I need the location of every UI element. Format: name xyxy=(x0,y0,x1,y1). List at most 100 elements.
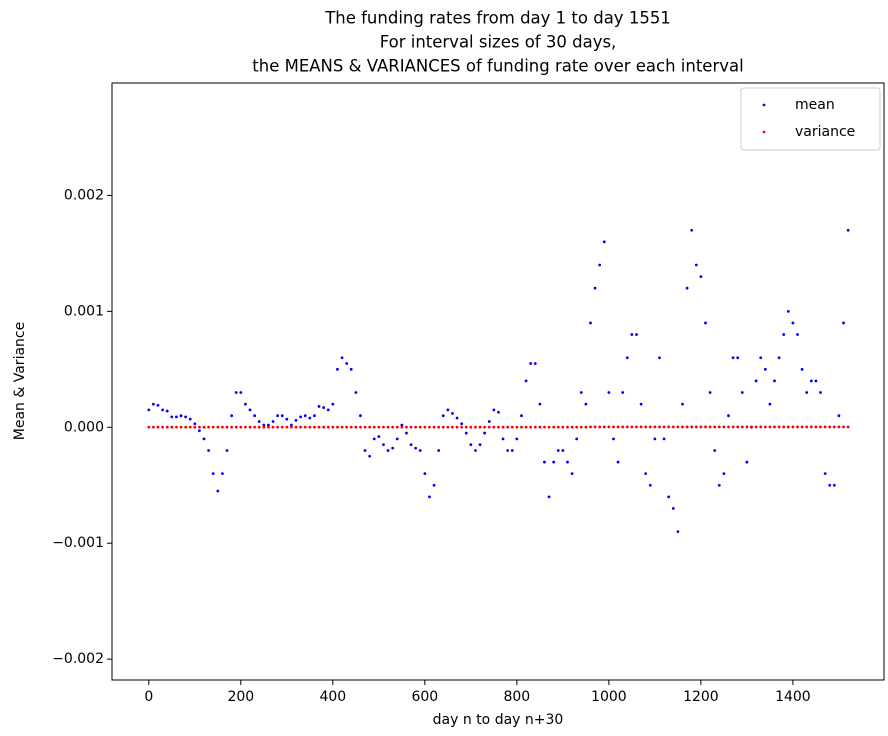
point xyxy=(667,495,671,499)
point xyxy=(216,425,220,429)
point xyxy=(418,425,422,429)
point xyxy=(510,449,514,452)
point xyxy=(832,425,836,429)
point xyxy=(478,425,482,429)
point xyxy=(694,425,698,429)
point xyxy=(336,425,339,429)
point xyxy=(437,449,441,452)
point xyxy=(708,391,712,394)
point xyxy=(345,425,349,429)
point xyxy=(280,425,284,429)
point xyxy=(832,483,836,487)
point xyxy=(846,425,850,429)
point xyxy=(759,356,763,360)
point xyxy=(253,414,257,418)
point xyxy=(391,425,395,429)
point xyxy=(179,414,183,418)
point xyxy=(501,425,505,429)
point xyxy=(566,460,569,464)
point xyxy=(216,489,220,493)
x-tick-label: 400 xyxy=(319,689,346,705)
point xyxy=(368,454,372,458)
point xyxy=(239,391,243,394)
point xyxy=(731,425,735,429)
y-tick-label: 0.001 xyxy=(64,303,104,319)
point xyxy=(340,356,344,360)
point xyxy=(777,356,781,360)
point xyxy=(317,405,321,408)
point xyxy=(828,425,832,429)
point xyxy=(524,425,528,429)
x-tick-label: 1200 xyxy=(683,689,719,705)
point xyxy=(621,425,625,429)
point xyxy=(372,425,376,429)
point xyxy=(446,408,450,412)
point xyxy=(819,425,822,429)
point xyxy=(823,472,827,476)
point xyxy=(740,425,744,429)
point xyxy=(239,425,243,429)
point xyxy=(842,321,845,325)
point xyxy=(267,425,270,429)
point xyxy=(722,472,726,476)
chart-title: The funding rates from day 1 to day 1551 xyxy=(324,9,671,28)
point xyxy=(147,408,151,412)
point xyxy=(671,425,675,429)
point xyxy=(349,425,353,429)
point xyxy=(809,379,813,383)
point xyxy=(280,414,284,418)
point xyxy=(791,321,795,325)
point xyxy=(303,414,307,418)
point xyxy=(395,425,399,429)
point xyxy=(579,425,583,429)
point xyxy=(299,425,303,429)
point xyxy=(303,425,307,429)
legend-label: mean xyxy=(795,97,835,113)
point xyxy=(699,425,703,429)
point xyxy=(690,425,694,429)
point xyxy=(340,425,344,429)
point xyxy=(221,425,224,429)
point xyxy=(193,425,197,429)
point xyxy=(161,425,165,429)
point xyxy=(336,367,339,371)
y-tick-label: −0.002 xyxy=(52,651,104,667)
point xyxy=(625,356,629,360)
point xyxy=(322,425,326,429)
point xyxy=(184,415,188,419)
y-axis-label: Mean & Variance xyxy=(12,322,28,440)
x-tick-label: 1400 xyxy=(775,689,811,705)
point xyxy=(211,425,215,429)
point xyxy=(455,425,459,429)
point xyxy=(745,425,749,429)
legend-box xyxy=(740,87,881,151)
point xyxy=(547,425,551,429)
point xyxy=(487,425,491,429)
point xyxy=(437,425,441,429)
point xyxy=(648,483,652,487)
plot-frame xyxy=(111,82,885,681)
point xyxy=(506,425,510,429)
point xyxy=(478,443,482,447)
point xyxy=(612,425,615,429)
point xyxy=(308,425,312,429)
point xyxy=(152,425,155,429)
point xyxy=(644,472,648,476)
point xyxy=(635,425,638,429)
point xyxy=(814,425,818,429)
point xyxy=(671,507,675,510)
point xyxy=(326,408,330,412)
point xyxy=(257,420,261,423)
point xyxy=(386,449,390,452)
point xyxy=(607,391,611,394)
point xyxy=(207,425,211,429)
point xyxy=(409,443,413,447)
legend-label: variance xyxy=(795,124,855,140)
point xyxy=(676,425,680,429)
point xyxy=(777,425,781,429)
point xyxy=(524,379,528,383)
point xyxy=(464,431,468,435)
point xyxy=(740,391,744,394)
point xyxy=(257,425,261,429)
point xyxy=(533,362,537,365)
